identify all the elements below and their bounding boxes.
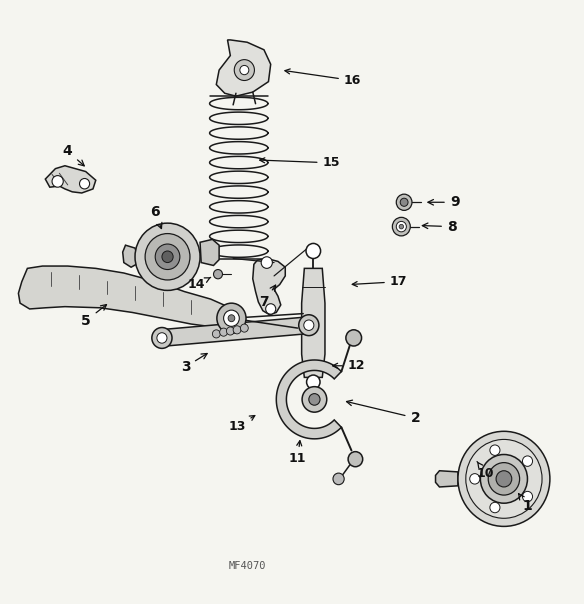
Circle shape (399, 224, 404, 229)
Circle shape (213, 330, 220, 338)
Circle shape (488, 463, 520, 495)
Polygon shape (253, 259, 285, 315)
Polygon shape (200, 239, 219, 266)
Circle shape (458, 431, 550, 527)
Circle shape (157, 333, 167, 343)
Text: 5: 5 (81, 304, 106, 327)
Circle shape (52, 176, 63, 187)
Circle shape (152, 327, 172, 349)
Circle shape (234, 60, 255, 80)
Text: 13: 13 (228, 416, 255, 433)
Circle shape (224, 310, 239, 326)
Circle shape (523, 492, 533, 502)
Circle shape (155, 244, 180, 269)
Circle shape (481, 454, 527, 503)
Circle shape (299, 315, 319, 336)
Circle shape (304, 320, 314, 330)
Polygon shape (159, 317, 312, 346)
Text: MF4070: MF4070 (228, 561, 266, 571)
Circle shape (496, 471, 512, 487)
Circle shape (217, 303, 246, 333)
Circle shape (240, 65, 249, 75)
Circle shape (233, 326, 241, 334)
Polygon shape (216, 40, 271, 96)
Circle shape (228, 315, 235, 322)
Polygon shape (436, 471, 458, 487)
Text: 11: 11 (289, 441, 307, 465)
Circle shape (490, 445, 500, 455)
Circle shape (466, 440, 542, 518)
Circle shape (227, 327, 234, 335)
Text: 8: 8 (422, 220, 457, 234)
Text: 10: 10 (477, 461, 494, 480)
Circle shape (348, 452, 363, 467)
Text: 1: 1 (519, 493, 533, 513)
Text: 4: 4 (63, 144, 84, 166)
Circle shape (302, 387, 327, 412)
Circle shape (307, 375, 320, 389)
Circle shape (346, 330, 361, 346)
Circle shape (397, 194, 412, 210)
Circle shape (470, 474, 480, 484)
Text: 3: 3 (180, 353, 207, 374)
Circle shape (400, 198, 408, 207)
Text: 14: 14 (188, 277, 211, 291)
Circle shape (306, 243, 321, 259)
Text: 17: 17 (352, 275, 407, 288)
Circle shape (79, 179, 89, 189)
Circle shape (162, 251, 173, 263)
Polygon shape (302, 268, 325, 378)
Circle shape (214, 269, 223, 279)
Text: 16: 16 (285, 69, 361, 87)
Circle shape (333, 473, 344, 484)
Circle shape (241, 324, 248, 332)
Circle shape (523, 456, 533, 466)
Polygon shape (46, 165, 96, 193)
Circle shape (135, 223, 200, 291)
Circle shape (490, 503, 500, 513)
Text: 7: 7 (259, 285, 276, 309)
Circle shape (397, 222, 406, 232)
Polygon shape (19, 266, 236, 328)
Polygon shape (276, 360, 342, 439)
Text: 2: 2 (346, 400, 420, 425)
Polygon shape (123, 245, 140, 267)
Circle shape (145, 234, 190, 280)
Circle shape (266, 304, 276, 314)
Text: 9: 9 (428, 195, 460, 209)
Circle shape (220, 328, 228, 336)
Circle shape (392, 217, 411, 236)
Circle shape (309, 394, 320, 405)
Text: 15: 15 (260, 156, 340, 169)
Circle shape (261, 257, 272, 268)
Text: 6: 6 (150, 205, 162, 228)
Text: 12: 12 (333, 359, 365, 372)
